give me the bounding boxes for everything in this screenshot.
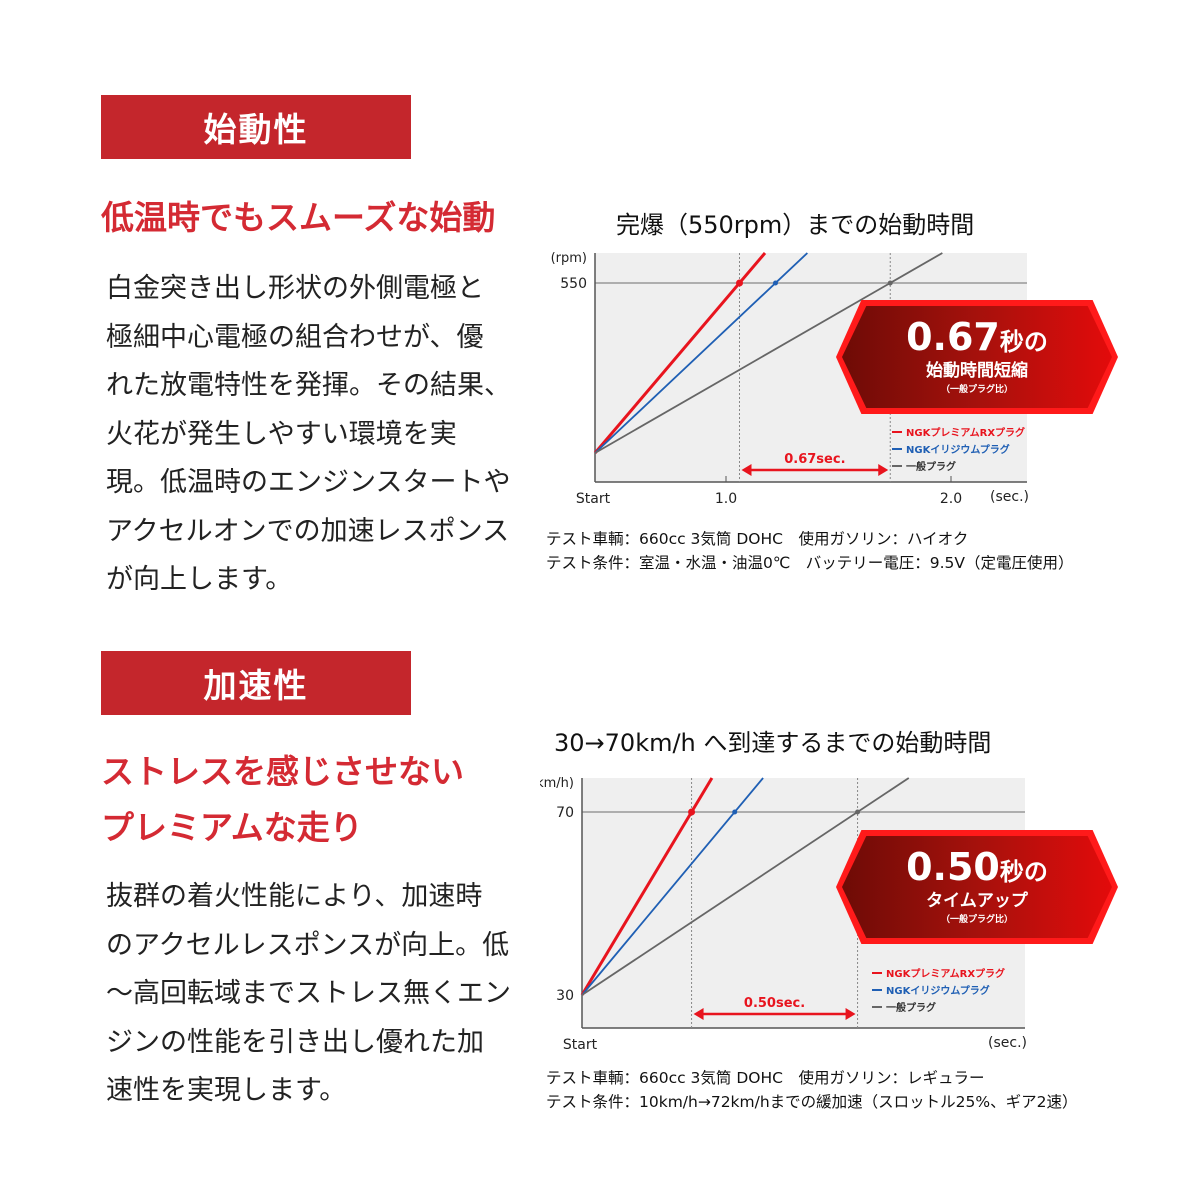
legend-label: NGKイリジウムプラグ [886,984,990,997]
legend-label: 一般プラグ [886,1001,936,1014]
series-point [887,280,893,286]
series-point [855,809,861,815]
body-line: 白金突き出し形状の外側電極と [106,273,484,304]
x-tick-label: 1.0 [715,491,737,507]
section-body: 白金突き出し形状の外側電極と 極細中心電極の組合わせが、優 れた放電特性を発揮。… [106,265,511,605]
badge-unit: 秒の [999,328,1048,356]
badge-value: 0.50 [906,845,1000,889]
chart-title: 完爆（550rpm）までの始動時間 [616,211,975,239]
series-point [773,280,778,286]
series-point [736,279,743,287]
body-line: が向上します。 [106,564,293,595]
note-line: テスト車輌：660cc 3気筒 DOHC 使用ガソリン：レギュラー [546,1069,985,1087]
series-line [594,252,808,454]
arrow-head-left [741,464,752,476]
subheading-line: プレミアムな走り [101,808,363,847]
x-start-label: Start [563,1037,598,1053]
body-line: 現。低温時のエンジンスタートや [106,467,511,498]
badge-note: （一般プラグ比） [940,915,1013,925]
y-tick-label: 70 [556,805,574,821]
chart-title: 30→70km/h へ到達するまでの始動時間 [554,729,992,757]
y-tick-label: 550 [560,276,587,292]
legend-label: NGKプレミアムRXプラグ [906,426,1025,439]
note-line: テスト条件：室温・水温・油温0℃ バッテリー電圧：9.5V（定電圧使用） [546,554,1074,572]
legend-label: NGKイリジウムプラグ [906,443,1010,456]
body-line: 抜群の着火性能により、加速時 [106,881,483,912]
series-line [581,777,764,996]
x-tick-label: 2.0 [940,491,962,507]
body-line: 火花が発生しやすい環境を実 [106,418,457,450]
test-notes: テスト車輌：660cc 3気筒 DOHC 使用ガソリン：レギュラー テスト条件：… [546,1066,1078,1114]
badge-unit: 秒の [999,858,1048,886]
section-subheading: ストレスを感じさせない プレミアムな走り [101,744,464,856]
badge-caption: 始動時間短縮 [926,361,1028,381]
badge-note: （一般プラグ比） [940,385,1013,395]
badge-caption: タイムアップ [926,891,1028,911]
subheading-line: ストレスを感じさせない [101,752,464,791]
y-axis-label: (km/h) [540,776,574,791]
body-line: アクセルオンでの加速レスポンス [106,515,510,547]
difference-label: 0.50sec. [744,996,805,1011]
y-axis-label: (rpm) [551,251,587,266]
x-axis-label: (sec.) [988,1035,1027,1051]
body-line: のアクセルレスポンスが向上。低 [106,929,510,961]
body-line: れた放電特性を発揮。その結果、 [106,370,511,401]
section-body: 抜群の着火性能により、加速時 のアクセルレスポンスが向上。低 〜高回転域までスト… [106,873,511,1116]
body-line: 〜高回転域までストレス無くエン [106,978,511,1009]
section-heading-acceleration: 加速性 [101,651,411,715]
legend-label: NGKプレミアムRXプラグ [886,967,1005,980]
series-point [732,809,738,815]
body-line: ジンの性能を引き出し優れた加 [106,1026,484,1058]
series-line [581,777,910,996]
result-badge: 0.67秒の 始動時間短縮 （一般プラグ比） [836,300,1118,414]
note-line: テスト車輌：660cc 3気筒 DOHC 使用ガソリン：ハイオク [546,530,969,548]
section-subheading: 低温時でもスムーズな始動 [101,198,496,237]
legend-label: 一般プラグ [906,460,956,473]
arrow-head-right [845,1008,856,1020]
y-tick-label: 30 [556,988,574,1004]
series-line [593,252,767,454]
series-point [688,808,696,816]
section-heading-startability: 始動性 [101,95,411,159]
difference-label: 0.67sec. [784,452,845,467]
arrow-head-right [878,464,889,476]
badge-value: 0.67 [906,315,1000,359]
series-line [594,252,943,454]
arrow-head-left [693,1008,704,1020]
body-line: 速性を実現します。 [106,1075,347,1106]
x-start-label: Start [576,491,611,507]
body-line: 極細中心電極の組合わせが、優 [106,321,484,353]
note-line: テスト条件：10km/h→72km/hまでの緩加速（スロットル25%、ギア2速） [546,1093,1078,1111]
x-axis-label: (sec.) [990,489,1029,505]
result-badge: 0.50秒の タイムアップ （一般プラグ比） [836,830,1118,944]
test-notes: テスト車輌：660cc 3気筒 DOHC 使用ガソリン：ハイオク テスト条件：室… [546,527,1074,575]
